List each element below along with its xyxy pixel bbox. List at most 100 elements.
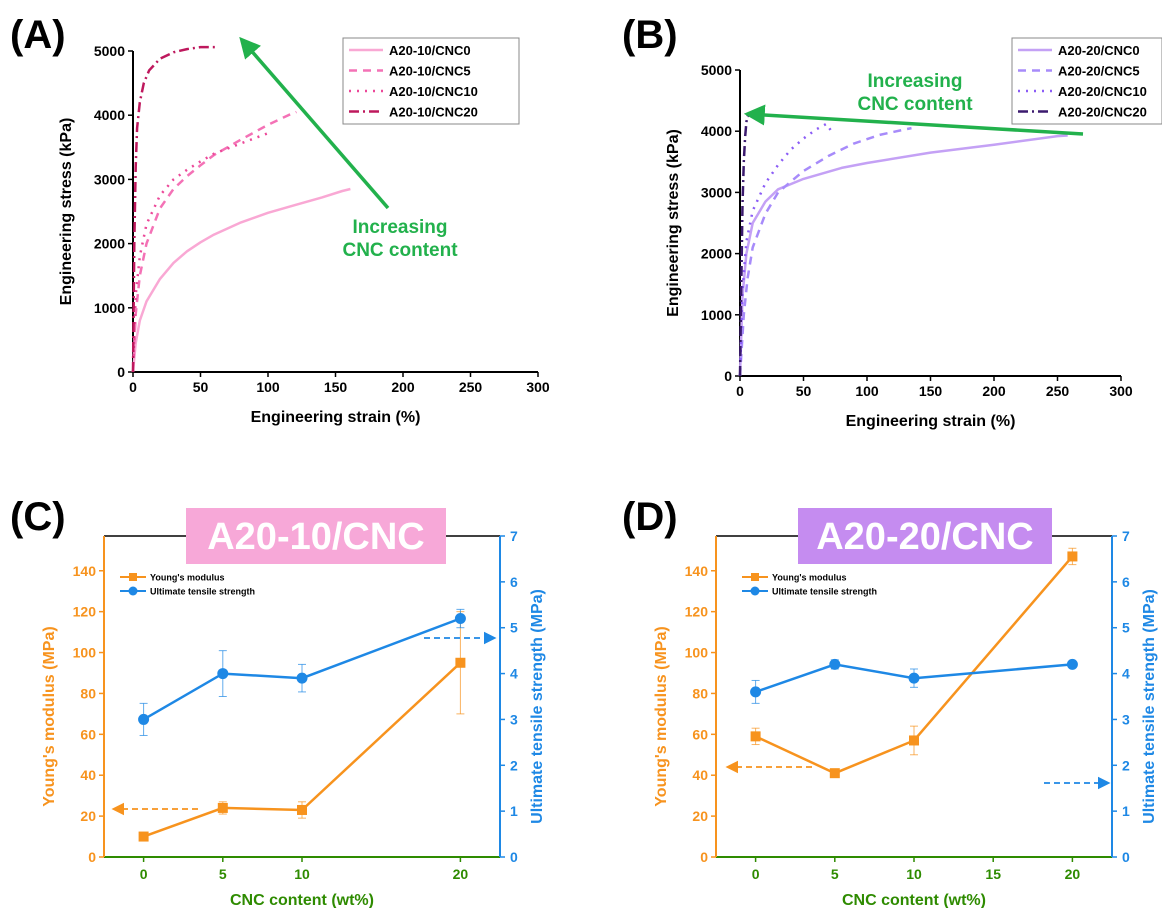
y-tick-label: 1000 xyxy=(94,300,125,316)
legend-label: A20-10/CNC20 xyxy=(389,105,478,120)
x-axis-title: Engineering strain (%) xyxy=(251,409,421,426)
x-tick-label: 0 xyxy=(736,383,744,399)
trend-arrow xyxy=(239,36,390,210)
x-tick-label: 20 xyxy=(1065,866,1081,882)
y-tick-label: 4000 xyxy=(701,123,732,139)
y-tick-label: 5000 xyxy=(94,43,125,59)
left-y-tick-label: 0 xyxy=(700,849,708,865)
y-tick-label: 2000 xyxy=(701,246,732,262)
legend-label: A20-20/CNC0 xyxy=(1058,43,1140,58)
right-y-tick-label: 4 xyxy=(1122,666,1130,682)
x-tick-label: 150 xyxy=(919,383,943,399)
x-tick-label: 5 xyxy=(831,866,839,882)
series-line-a20-10-cnc20 xyxy=(131,45,217,373)
x-tick-label: 10 xyxy=(906,866,922,882)
series-line-youngs-modulus xyxy=(755,555,1074,775)
legend-label: Young's modulus xyxy=(150,573,224,583)
legend-box xyxy=(1011,37,1162,125)
annotation-text: Increasing xyxy=(867,71,962,92)
legend-label: Ultimate tensile strength xyxy=(772,587,877,597)
right-y-tick-label: 1 xyxy=(510,803,518,819)
chart-title: A20-20/CNC xyxy=(816,516,1034,558)
y-tick-label: 3000 xyxy=(94,171,125,187)
x-tick-label: 15 xyxy=(985,866,1001,882)
left-y-tick-label: 20 xyxy=(80,808,96,824)
legend-label: A20-10/CNC10 xyxy=(389,84,478,99)
legend-label: Ultimate tensile strength xyxy=(150,587,255,597)
legend-label: A20-20/CNC5 xyxy=(1058,64,1140,79)
data-point-tensile-strength xyxy=(750,686,762,698)
left-y-tick-label: 40 xyxy=(80,767,96,783)
data-point-youngs-modulus xyxy=(750,731,761,742)
right-y-tick-label: 3 xyxy=(1122,711,1130,727)
y-tick-label: 2000 xyxy=(94,236,125,252)
right-y-tick-label: 7 xyxy=(1122,528,1130,544)
chart-title: A20-10/CNC xyxy=(207,516,425,558)
data-point-tensile-strength xyxy=(908,672,920,684)
data-point-youngs-modulus xyxy=(455,657,466,668)
data-point-youngs-modulus xyxy=(1067,551,1078,562)
series-line-a20-10-cnc5 xyxy=(131,110,297,373)
y-axis-title: Engineering stress (kPa) xyxy=(58,118,75,306)
left-y-tick-label: 100 xyxy=(73,645,97,661)
left-y-tick-label: 60 xyxy=(80,726,96,742)
chart-panel-c: 0 5 10 20 0 20 40 60 80 100 120 140 0 1 2 3 4 5 6 7 CNC cont… xyxy=(41,508,546,908)
right-y-tick-label: 5 xyxy=(1122,620,1130,636)
data-point-tensile-strength xyxy=(217,668,229,680)
right-y-tick-label: 7 xyxy=(510,528,518,544)
y-axis-title: Engineering stress (kPa) xyxy=(665,129,682,317)
legend-label: A20-10/CNC0 xyxy=(389,43,471,58)
data-point-tensile-strength xyxy=(296,672,308,684)
y-tick-label: 0 xyxy=(724,368,732,384)
right-y-tick-label: 5 xyxy=(510,620,518,636)
left-y-axis-title: Young's modulus (MPa) xyxy=(41,626,58,806)
panel-label-c: (C) xyxy=(10,495,66,539)
legend-label: A20-20/CNC20 xyxy=(1058,105,1147,120)
left-y-tick-label: 120 xyxy=(685,604,709,620)
right-y-tick-label: 2 xyxy=(1122,757,1130,773)
right-y-tick-label: 1 xyxy=(1122,803,1130,819)
x-tick-label: 0 xyxy=(752,866,760,882)
data-point-youngs-modulus xyxy=(909,735,919,746)
right-y-tick-label: 4 xyxy=(510,666,518,682)
legend-marker xyxy=(129,573,137,581)
right-y-axis-title: Ultimate tensile strength (MPa) xyxy=(1141,589,1158,824)
series-line-a20-20-cnc20 xyxy=(738,114,749,377)
legend-marker xyxy=(128,586,138,596)
x-axis-title: CNC content (wt%) xyxy=(230,892,374,908)
left-y-axis-title: Young's modulus (MPa) xyxy=(653,626,670,806)
x-tick-label: 150 xyxy=(324,379,348,395)
chart-panel-b: 0 50 100 150 200 250 300010002000300040005000E… xyxy=(665,37,1162,430)
legend-label: Young's modulus xyxy=(772,573,846,583)
x-tick-label: 300 xyxy=(1109,383,1133,399)
series-line-a20-10-cnc10 xyxy=(131,132,269,373)
left-y-tick-label: 0 xyxy=(88,849,96,865)
data-point-tensile-strength xyxy=(829,658,841,670)
legend-label: A20-10/CNC5 xyxy=(389,64,471,79)
annotation-text: Increasing xyxy=(352,217,447,238)
legend-label: A20-20/CNC10 xyxy=(1058,84,1147,99)
x-tick-label: 300 xyxy=(526,379,550,395)
x-tick-label: 200 xyxy=(982,383,1006,399)
x-axis-title: Engineering strain (%) xyxy=(846,413,1016,430)
left-y-tick-label: 40 xyxy=(692,767,708,783)
panel-label-a: (A) xyxy=(10,13,66,57)
series-line-a20-20-cnc5 xyxy=(738,126,912,377)
panel-label-d: (D) xyxy=(622,495,678,539)
right-y-tick-label: 0 xyxy=(510,849,518,865)
left-y-tick-label: 80 xyxy=(692,685,708,701)
y-tick-label: 4000 xyxy=(94,107,125,123)
left-y-tick-label: 120 xyxy=(73,604,97,620)
x-tick-label: 100 xyxy=(855,383,879,399)
chart-panel-d: 0 5 10 15 20 0 20 40 60 80 100 120 140 0 1 2 3 4 5 6 7 CNC co… xyxy=(653,508,1158,908)
title-banner xyxy=(186,508,446,564)
left-y-tick-label: 100 xyxy=(685,645,709,661)
data-point-youngs-modulus xyxy=(829,768,840,779)
left-y-tick-label: 60 xyxy=(692,726,708,742)
series-line-youngs-modulus xyxy=(143,661,462,838)
y-tick-label: 1000 xyxy=(701,307,732,323)
right-y-axis-title: Ultimate tensile strength (MPa) xyxy=(529,589,546,824)
x-tick-label: 100 xyxy=(256,379,280,395)
legend-marker xyxy=(750,586,760,596)
